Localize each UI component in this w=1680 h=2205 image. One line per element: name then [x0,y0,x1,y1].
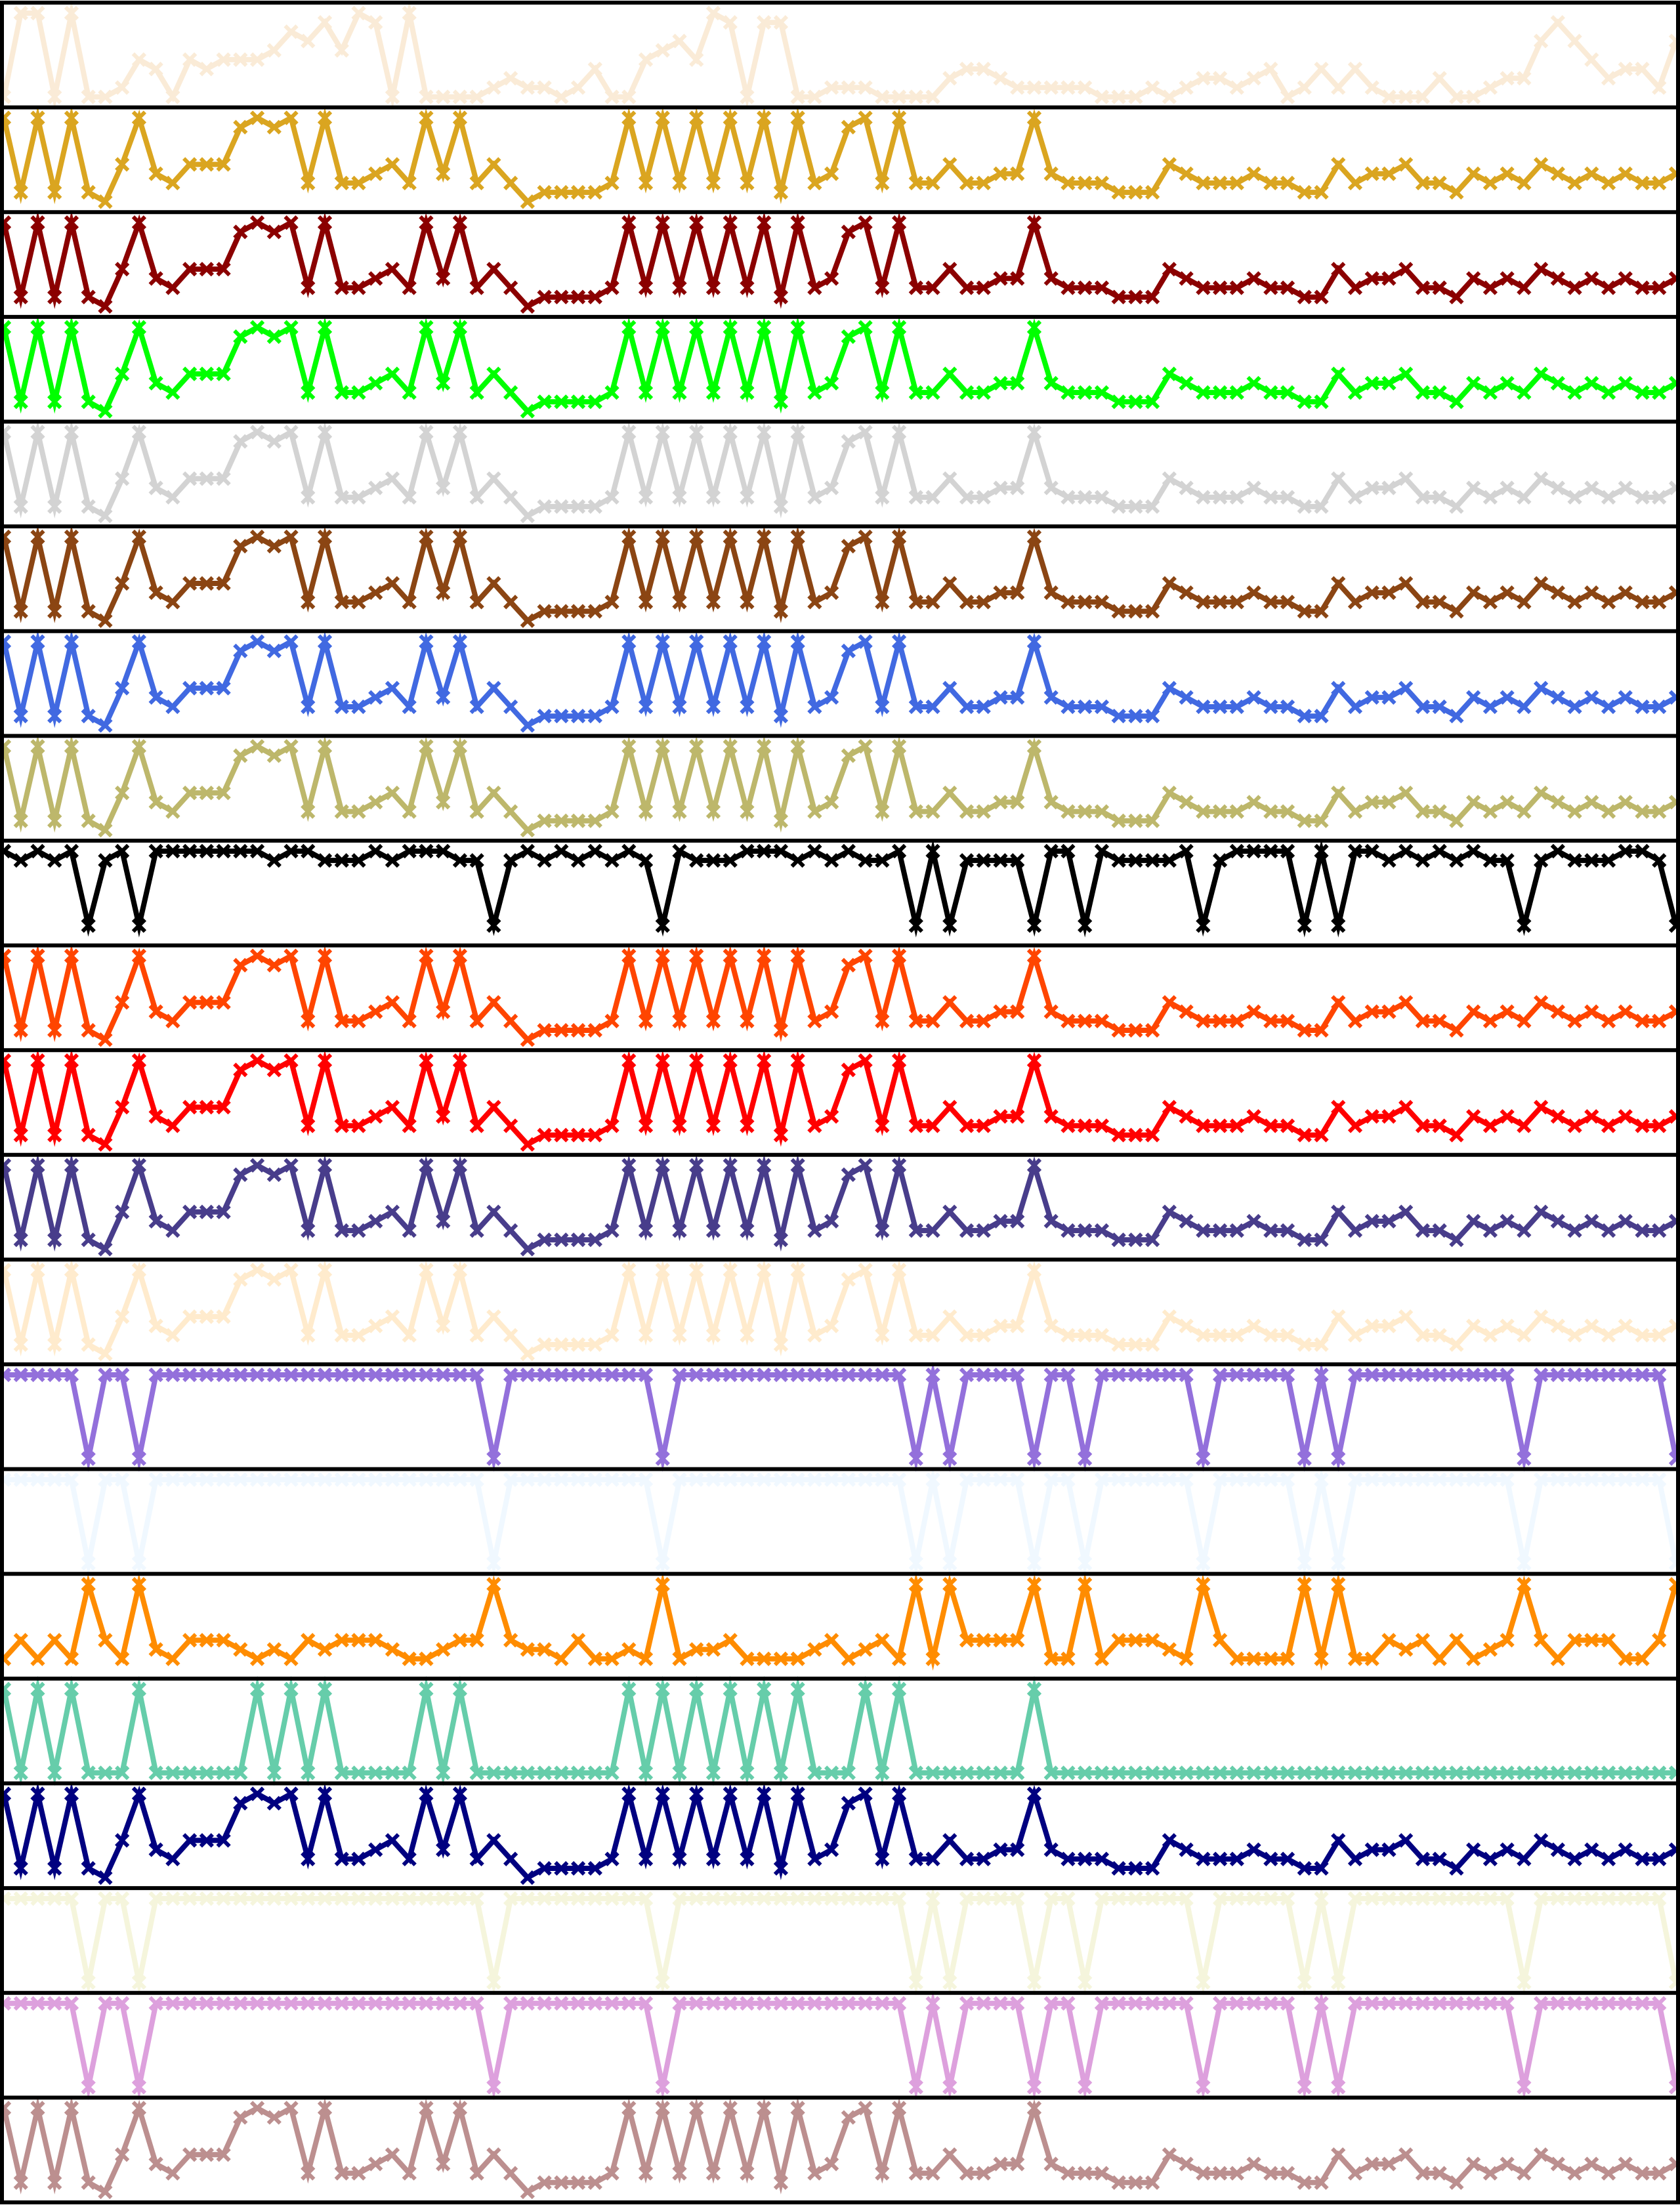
sparkline-strip-chart [0,0,1680,2205]
